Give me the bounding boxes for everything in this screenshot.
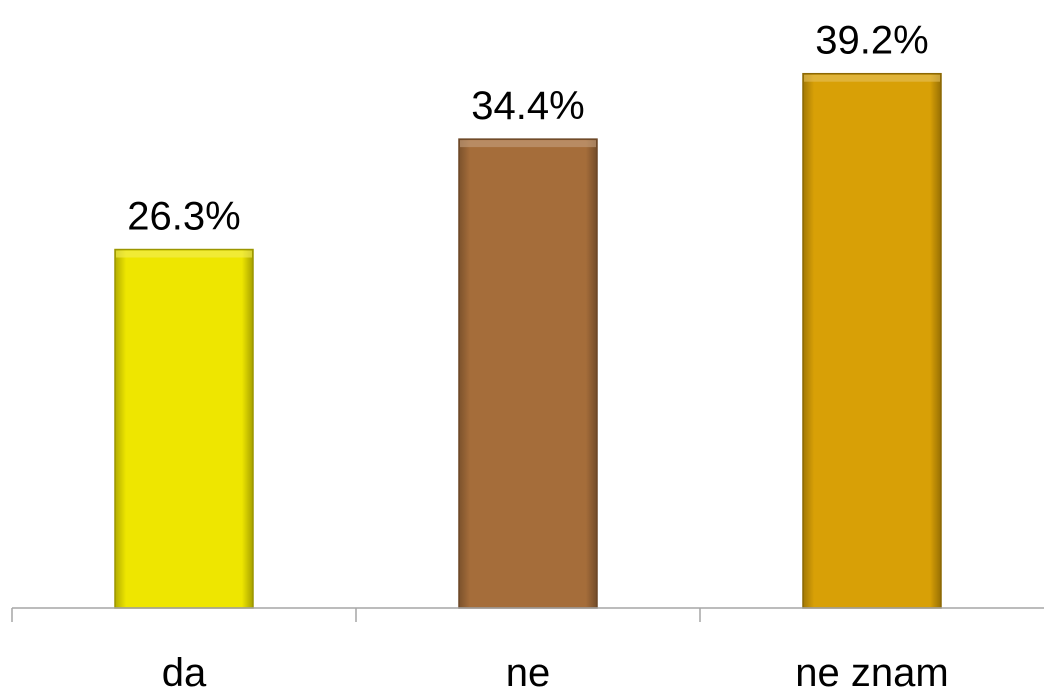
category-label-ne-znam: ne znam [795,651,948,690]
data-label-ne: 34.4% [471,84,584,128]
bars-group [114,72,942,609]
data-labels-group: 26.3% 34.4% 39.2% [127,19,928,239]
category-label-ne: ne [506,651,551,690]
data-label-ne-znam: 39.2% [815,19,928,63]
bar-bevel-ne-znam [804,74,940,82]
category-label-da: da [162,651,207,690]
x-axis-labels: da ne ne znam [162,651,949,690]
x-axis-ticks [11,608,701,622]
bar-ne-znam [802,72,942,609]
bar-da [114,248,254,609]
data-label-da: 26.3% [127,195,240,239]
bar-ne [458,138,598,609]
bar-bevel-ne [460,140,596,148]
bar-bevel-da [116,250,252,258]
